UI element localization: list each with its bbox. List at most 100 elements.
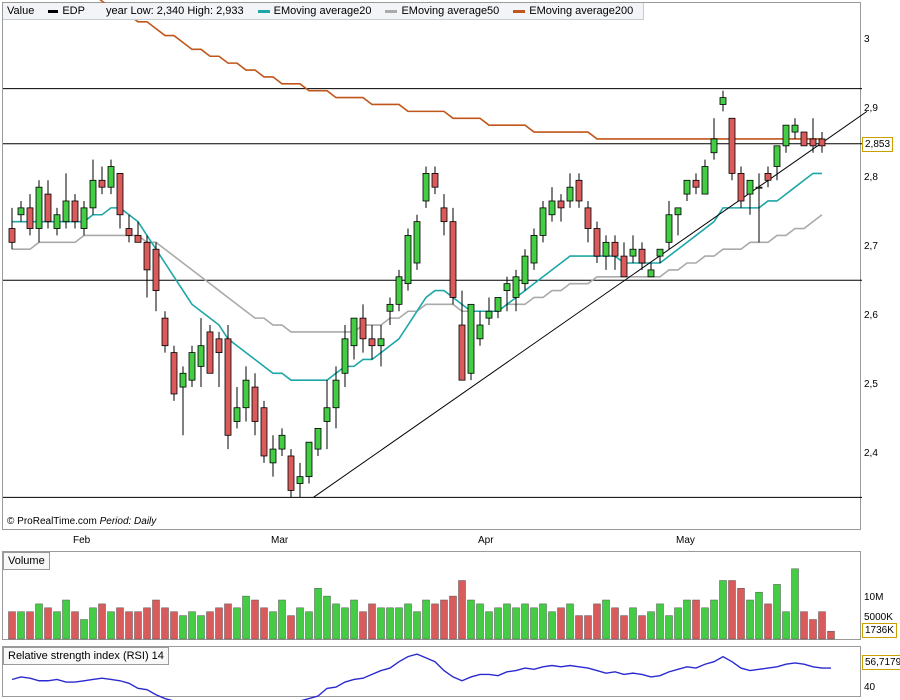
candle <box>17 200 25 222</box>
legend-ma50: EMoving average50 <box>401 5 500 17</box>
candle-body <box>251 386 259 422</box>
y-tick-label: 3 <box>864 34 870 46</box>
candle-body <box>71 200 79 223</box>
candle <box>404 228 412 291</box>
candle <box>98 166 106 195</box>
volume-bar <box>395 607 403 640</box>
volume-bar <box>494 607 502 640</box>
candle <box>71 194 79 229</box>
volume-bar <box>260 607 268 640</box>
candle <box>467 303 475 381</box>
volume-bar <box>224 603 232 640</box>
volume-bar <box>413 611 421 640</box>
candle-body <box>377 338 385 347</box>
candle-body <box>566 186 574 202</box>
candle-body <box>602 241 610 257</box>
candle-body <box>530 235 538 264</box>
volume-bar <box>764 603 772 640</box>
rsi-panel[interactable]: Relative strength index (RSI) 14 <box>2 646 861 700</box>
candle-body <box>467 303 475 374</box>
candle-body <box>476 324 484 340</box>
volume-bar <box>557 607 565 640</box>
volume-bar <box>305 611 313 640</box>
candle <box>710 118 718 160</box>
candle-body <box>296 476 304 484</box>
price-chart-panel[interactable]: Value EDP year Low: 2,340 High: 2,933 EMov… <box>2 0 868 530</box>
volume-bar <box>755 591 763 640</box>
candle <box>314 428 322 456</box>
credit-period: Period: Daily <box>99 516 157 527</box>
last-volume-badge: 1736K <box>862 623 897 638</box>
volume-bar <box>35 603 43 640</box>
candle-body <box>269 448 277 464</box>
candle <box>386 297 394 326</box>
volume-bar <box>197 615 205 640</box>
volume-bar <box>674 607 682 640</box>
legend-ticker-swatch <box>48 9 59 13</box>
volume-bar <box>539 603 547 640</box>
candle <box>656 248 664 263</box>
volume-bar <box>62 599 70 640</box>
rsi-tick-label: 40 <box>864 681 876 693</box>
volume-bar <box>440 599 448 640</box>
volume-bar <box>341 607 349 640</box>
candle <box>800 131 808 147</box>
legend-ma200-swatch <box>513 9 526 13</box>
candle <box>278 428 286 456</box>
price-chart <box>3 0 868 498</box>
candle <box>413 214 421 270</box>
volume-bar <box>584 615 592 640</box>
volume-bar <box>431 603 439 640</box>
candle <box>287 449 295 498</box>
candle-body <box>323 407 331 422</box>
candle <box>395 269 403 312</box>
volume-chart <box>8 568 835 640</box>
candle-body <box>125 228 133 236</box>
candle <box>251 373 259 436</box>
volume-bar <box>359 611 367 640</box>
candle-body <box>656 248 664 257</box>
volume-bar <box>683 599 691 640</box>
candle <box>809 118 817 153</box>
candle <box>179 366 187 436</box>
candle <box>746 179 754 215</box>
candle-body <box>593 228 601 257</box>
volume-bar <box>602 599 610 640</box>
candle-body <box>557 200 565 209</box>
candle-body <box>17 207 25 216</box>
volume-bar <box>251 599 259 640</box>
candle <box>260 400 268 463</box>
candle-body <box>8 228 16 243</box>
legend-ma20: EMoving average20 <box>273 5 372 17</box>
candle <box>35 180 43 243</box>
candle <box>62 173 70 229</box>
candle-body <box>665 214 673 243</box>
candle <box>683 179 691 201</box>
candle-body <box>26 207 34 229</box>
candle <box>755 173 763 243</box>
y-tick-label: 2,9 <box>864 103 878 115</box>
volume-bar <box>485 611 493 640</box>
candle <box>602 235 610 270</box>
volume-bar <box>179 615 187 640</box>
candle <box>611 235 619 270</box>
volume-bar <box>377 607 385 640</box>
candle-body <box>728 117 736 174</box>
volume-bar <box>233 607 241 640</box>
candle-body <box>116 173 124 216</box>
candle-body <box>818 138 826 147</box>
volume-bar <box>827 630 835 640</box>
volume-panel[interactable]: Volume <box>2 551 861 640</box>
volume-bar <box>773 584 781 640</box>
volume-bar <box>665 615 673 640</box>
volume-bar <box>80 619 88 640</box>
candle <box>647 263 655 278</box>
candle <box>368 325 376 360</box>
candle-body <box>503 283 511 291</box>
candle-body <box>809 138 817 147</box>
candle <box>233 387 241 429</box>
candle-body <box>404 235 412 285</box>
volume-bar <box>332 603 340 640</box>
candle-body <box>764 173 772 181</box>
volume-bar <box>692 599 700 640</box>
